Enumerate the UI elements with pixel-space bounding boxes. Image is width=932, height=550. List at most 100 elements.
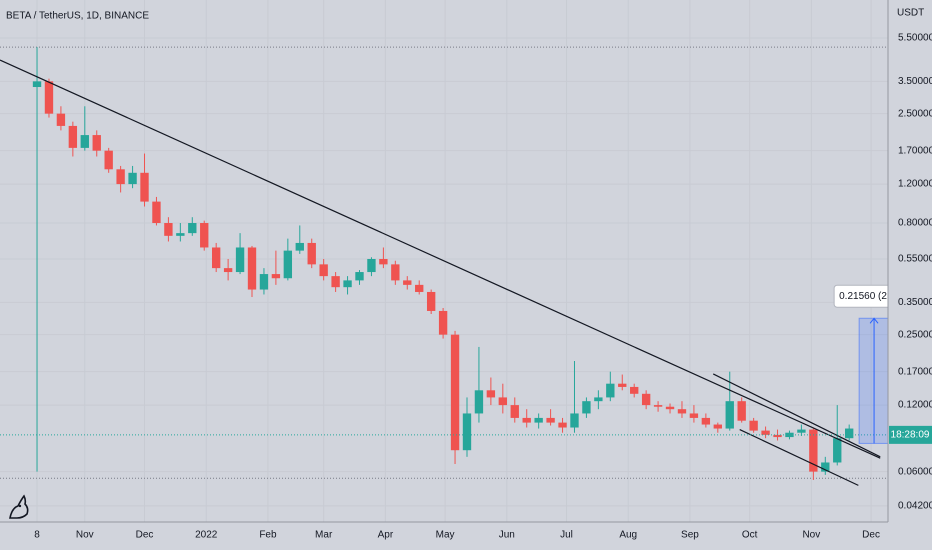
- countdown-label: 18:28:09: [891, 430, 930, 441]
- y-tick-label: 3.50000: [898, 76, 932, 87]
- candle-body: [450, 334, 460, 451]
- x-tick-label: Nov: [76, 530, 94, 541]
- candle-body: [426, 291, 436, 311]
- x-tick-label: Jun: [499, 530, 515, 541]
- candle-body: [498, 397, 508, 406]
- candle-body: [558, 422, 567, 428]
- candle-body: [128, 172, 137, 185]
- candle-body: [833, 438, 842, 463]
- y-tick-label: 1.20000: [898, 179, 932, 190]
- y-tick-label: 2.50000: [898, 108, 932, 119]
- y-tick-label: 1.70000: [898, 145, 932, 156]
- candle-body: [845, 428, 854, 439]
- candle-body: [737, 401, 746, 421]
- candle-body: [462, 413, 472, 451]
- candle-body: [606, 383, 615, 398]
- candle-body: [725, 401, 734, 429]
- candle-body: [56, 113, 66, 126]
- candle-body: [247, 247, 257, 290]
- candle-body: [295, 242, 304, 251]
- candle-body: [582, 401, 591, 414]
- x-tick-label: Dec: [136, 530, 154, 541]
- candle-body: [438, 310, 448, 335]
- x-tick-label: Dec: [862, 530, 880, 541]
- candle-body: [223, 268, 233, 273]
- x-tick-label: Sep: [681, 530, 699, 541]
- candle-body: [200, 223, 209, 248]
- candle-body: [367, 258, 376, 273]
- candle-body: [701, 417, 711, 425]
- candle-body: [259, 274, 269, 290]
- candle-body: [283, 250, 293, 279]
- trendline: [739, 429, 859, 486]
- candle-body: [570, 413, 579, 428]
- price-axis-panel: [888, 0, 932, 550]
- candle-body: [176, 233, 185, 236]
- x-tick-label: Apr: [378, 530, 394, 541]
- candle-body: [809, 429, 818, 472]
- candle-body: [630, 386, 639, 394]
- candle-body: [32, 81, 42, 88]
- logo: [9, 494, 29, 519]
- candle-body: [415, 284, 424, 292]
- measure-arrowhead: [869, 317, 879, 324]
- x-tick-label: 8: [34, 530, 40, 541]
- trendline: [0, 59, 881, 459]
- time-axis-panel: [0, 522, 888, 550]
- x-tick-label: Oct: [742, 530, 758, 541]
- candle-body: [331, 276, 340, 288]
- chart-title: BETA / TetherUS, 1D, BINANCE: [6, 11, 149, 22]
- candle-body: [534, 417, 543, 423]
- axis-unit: USDT: [897, 8, 924, 19]
- candle-body: [211, 247, 221, 269]
- y-tick-label: 0.12000: [898, 400, 932, 411]
- x-tick-label: Feb: [259, 530, 277, 541]
- candle-body: [797, 429, 806, 433]
- candle-body: [474, 390, 484, 414]
- candle-body: [379, 258, 388, 265]
- candle-body: [618, 383, 627, 387]
- candle-body: [116, 169, 125, 185]
- y-tick-label: 5.50000: [898, 33, 932, 44]
- candle-body: [594, 397, 603, 402]
- x-tick-label: 2022: [195, 530, 218, 541]
- candle-body: [761, 430, 770, 435]
- candle-body: [188, 223, 197, 234]
- candle-body: [677, 409, 687, 414]
- candle-body: [235, 247, 245, 273]
- y-tick-label: 0.06000: [898, 466, 932, 477]
- y-tick-label: 0.04200: [898, 501, 932, 512]
- candle-body: [546, 417, 555, 423]
- candle-body: [68, 125, 78, 148]
- x-tick-label: Aug: [619, 530, 637, 541]
- y-tick-label: 0.55000: [898, 254, 932, 265]
- candle-body: [653, 405, 663, 407]
- candle-body: [510, 405, 519, 418]
- candle-body: [665, 406, 675, 410]
- candle-body: [821, 462, 830, 472]
- y-tick-label: 0.80000: [898, 218, 932, 229]
- price-badge: [889, 425, 932, 444]
- candle-body: [749, 420, 758, 431]
- candle-body: [343, 280, 352, 288]
- trendline: [712, 373, 881, 458]
- y-tick-label: 0.35000: [898, 297, 932, 308]
- candle-body: [773, 434, 782, 438]
- candle-body: [307, 242, 316, 265]
- candle-body: [152, 201, 161, 224]
- candle-body: [164, 223, 173, 236]
- candle-body: [80, 135, 89, 148]
- candle-body: [713, 424, 722, 429]
- x-tick-label: May: [436, 530, 455, 541]
- candle-body: [522, 417, 531, 423]
- candle-body: [486, 390, 496, 398]
- candle-body: [271, 274, 281, 279]
- measure-label-box: [833, 284, 888, 308]
- candle-body: [140, 172, 149, 202]
- candle-body: [641, 393, 651, 406]
- y-tick-label: 0.17000: [898, 366, 932, 377]
- x-tick-label: Jul: [560, 530, 573, 541]
- candle-body: [689, 413, 699, 418]
